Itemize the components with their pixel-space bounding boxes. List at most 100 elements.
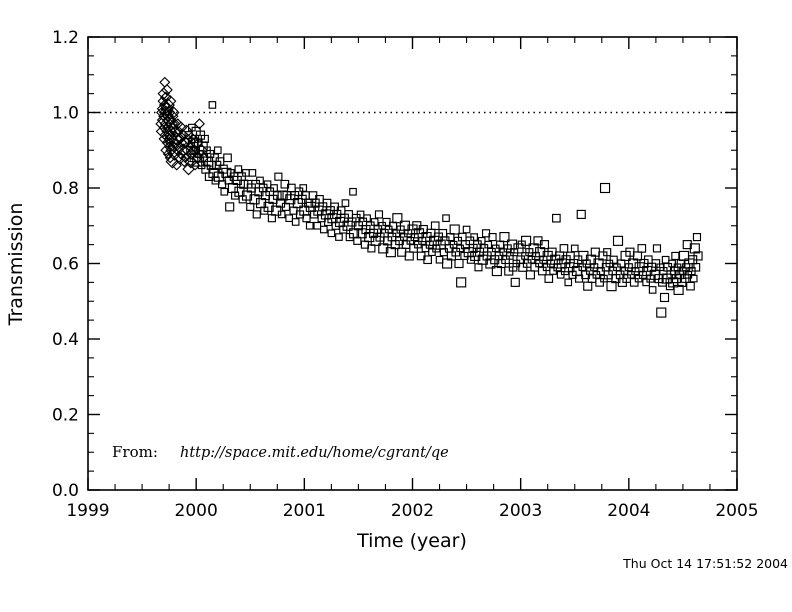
- x-axis-title: Time (year): [356, 530, 467, 552]
- data-point-diamond: [157, 87, 170, 100]
- y-tick-label: 1.0: [52, 104, 79, 124]
- data-point-square: [404, 251, 414, 261]
- data-point-square: [603, 248, 612, 257]
- data-point-square: [665, 282, 675, 291]
- data-point-square: [435, 255, 444, 264]
- data-point-diamond: [169, 125, 182, 138]
- data-point-square: [693, 251, 703, 261]
- data-point-square: [353, 236, 362, 245]
- data-point-diamond: [161, 98, 175, 112]
- data-point-diamond: [165, 154, 180, 169]
- y-tick-label: 0.0: [52, 481, 79, 501]
- data-point-square: [304, 198, 314, 208]
- data-point-square: [691, 262, 701, 272]
- data-point-square: [313, 221, 322, 230]
- data-point-square: [327, 229, 336, 238]
- data-point-square: [648, 286, 657, 294]
- data-point-square: [539, 240, 550, 250]
- data-point-diamond: [193, 118, 205, 130]
- data-point-diamond: [167, 106, 180, 119]
- data-point-square: [612, 235, 624, 246]
- data-point-diamond: [169, 132, 184, 146]
- x-tick-label: 2004: [607, 501, 650, 521]
- data-point-square: [499, 231, 510, 243]
- data-point-diamond: [167, 133, 178, 145]
- data-point-square: [234, 165, 243, 173]
- source-annotation-prefix: From:: [112, 443, 158, 461]
- data-point-square: [291, 218, 300, 226]
- data-point-square: [223, 153, 232, 163]
- y-tick-label: 0.2: [52, 406, 79, 426]
- data-point-square: [454, 258, 464, 269]
- data-point-square: [341, 199, 350, 207]
- render-timestamp: Thu Oct 14 17:51:52 2004: [622, 556, 788, 571]
- tick-labels-group: 1999 2000 2001 2002 2003 2004 2005 0.0 0.2 0.4 0.6…: [52, 28, 759, 521]
- data-point-diamond: [160, 144, 172, 156]
- data-point-diamond: [166, 110, 179, 123]
- y-tick-label: 1.2: [52, 28, 79, 48]
- data-point-square: [430, 221, 440, 231]
- data-point-square: [374, 210, 384, 219]
- data-point-square: [474, 263, 483, 272]
- data-point-square: [208, 101, 217, 109]
- data-point-diamond: [177, 129, 190, 142]
- data-point-square: [656, 307, 667, 318]
- data-point-square: [449, 224, 460, 235]
- data-point-square: [510, 277, 520, 287]
- data-point-square: [285, 214, 294, 223]
- data-point-square: [488, 232, 497, 242]
- data-point-square: [225, 202, 235, 212]
- data-point-square: [689, 274, 698, 283]
- data-point-square: [661, 255, 670, 264]
- data-point-square: [267, 214, 276, 223]
- data-point-diamond: [168, 117, 181, 130]
- data-point-square: [637, 244, 647, 253]
- data-point-diamond: [163, 94, 177, 108]
- data-point-square: [552, 213, 561, 223]
- y-tick-label: 0.8: [52, 179, 79, 199]
- data-point-square: [673, 284, 684, 295]
- x-tick-label: 2000: [175, 501, 218, 521]
- data-point-square: [564, 278, 573, 287]
- y-axis-title: Transmission: [5, 203, 27, 327]
- source-annotation-url: http://space.mit.edu/home/cgrant/qe: [180, 445, 449, 461]
- data-point-diamond: [174, 121, 188, 134]
- data-point-square: [423, 255, 432, 265]
- data-point-square: [220, 187, 229, 196]
- data-point-square: [462, 225, 471, 234]
- data-point-square: [573, 255, 583, 265]
- data-point-square: [559, 244, 569, 253]
- data-point-diamond: [183, 154, 198, 169]
- data-point-square: [599, 182, 611, 194]
- data-points-group: [155, 76, 703, 318]
- data-point-square: [252, 210, 261, 219]
- data-point-square: [456, 277, 467, 288]
- data-point-square: [686, 281, 695, 291]
- data-point-diamond: [174, 133, 186, 145]
- data-point-square: [525, 270, 535, 280]
- data-point-square: [392, 213, 403, 224]
- x-tick-label: 2002: [391, 501, 434, 521]
- data-point-square: [277, 210, 286, 219]
- data-point-square: [583, 281, 593, 291]
- data-point-square: [689, 243, 700, 254]
- data-point-square: [521, 235, 532, 246]
- tick-marks-group: [87, 36, 738, 491]
- data-point-square: [659, 292, 670, 303]
- x-tick-label: 1999: [66, 501, 109, 521]
- data-point-square: [335, 233, 343, 241]
- data-point-square: [248, 169, 257, 177]
- data-point-square: [213, 146, 222, 155]
- data-point-square: [319, 225, 328, 234]
- data-point-diamond: [159, 117, 173, 131]
- data-point-square: [397, 247, 407, 257]
- x-tick-label: 2005: [715, 501, 758, 521]
- data-point-square: [652, 244, 662, 253]
- x-tick-label: 2001: [283, 501, 326, 521]
- data-point-diamond: [179, 124, 194, 139]
- data-point-square: [692, 232, 702, 242]
- data-point-square: [200, 134, 209, 144]
- data-point-square: [682, 240, 692, 250]
